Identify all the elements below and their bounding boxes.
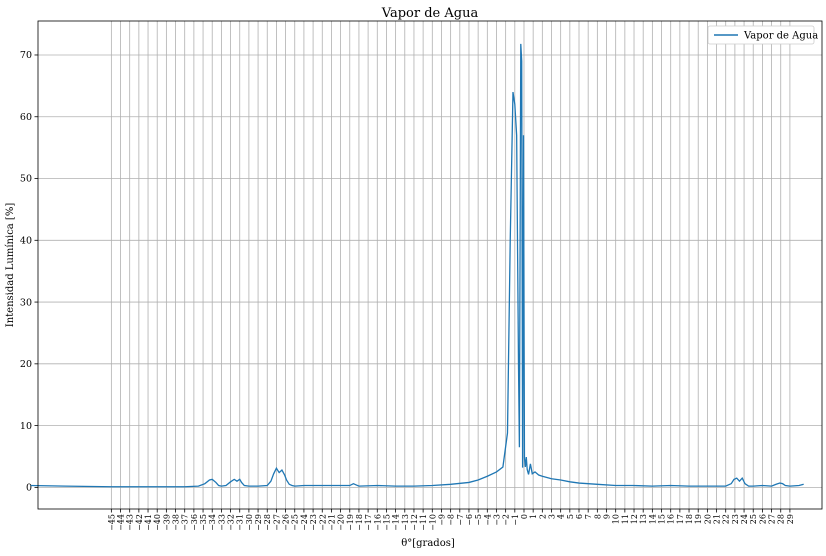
x-tick-label: 5 bbox=[566, 514, 575, 519]
y-tick-label: 60 bbox=[20, 112, 32, 123]
x-tick-label: −13 bbox=[401, 514, 410, 531]
x-tick-label: −11 bbox=[419, 514, 428, 531]
x-tick-label: 1 bbox=[529, 514, 538, 519]
x-tick-label: −28 bbox=[263, 514, 272, 531]
x-tick-label: −44 bbox=[117, 514, 126, 531]
x-tick-label: −6 bbox=[465, 514, 474, 526]
x-tick-label: −1 bbox=[511, 514, 520, 526]
y-axis-label: Intensidad Lumínica [%] bbox=[5, 203, 16, 328]
x-tick-label: −38 bbox=[172, 514, 181, 531]
x-tick-label: −33 bbox=[217, 514, 226, 531]
x-tick-label: 13 bbox=[639, 514, 648, 524]
x-tick-label: −16 bbox=[373, 514, 382, 531]
x-tick-label: 14 bbox=[648, 514, 657, 524]
x-tick-label: −29 bbox=[254, 514, 263, 531]
x-tick-label: 2 bbox=[538, 514, 547, 519]
legend-label: Vapor de Agua bbox=[743, 31, 818, 42]
x-tick-label: 17 bbox=[676, 514, 685, 524]
x-tick-label: 25 bbox=[749, 514, 758, 524]
x-tick-label: −30 bbox=[245, 514, 254, 531]
series-line-vapor-de-agua bbox=[30, 43, 804, 488]
x-axis-ticks: −45 −44 −43 −42 −41 −40 −39 −38 −37 −36 −35 −34 −33−… bbox=[107, 509, 795, 531]
y-tick-label: 30 bbox=[20, 297, 32, 308]
x-tick-label: −19 bbox=[346, 514, 355, 531]
y-axis-ticks: 0 10 20 30 40 50 60 70 bbox=[20, 50, 38, 494]
x-tick-label: −17 bbox=[364, 514, 373, 531]
x-tick-label: 8 bbox=[593, 514, 602, 519]
x-tick-label: −7 bbox=[456, 514, 465, 526]
x-tick-label: 28 bbox=[777, 514, 786, 524]
x-axis-label: θ°[grados] bbox=[401, 538, 455, 549]
y-tick-label: 0 bbox=[26, 483, 32, 494]
x-tick-label: 19 bbox=[694, 514, 703, 524]
x-tick-label: −34 bbox=[208, 514, 217, 531]
x-tick-label: 23 bbox=[731, 514, 740, 524]
x-tick-label: −26 bbox=[282, 514, 291, 531]
x-tick-label: −31 bbox=[236, 514, 245, 531]
x-tick-label: −22 bbox=[318, 514, 327, 531]
x-tick-label: 9 bbox=[603, 514, 612, 519]
x-tick-label: −15 bbox=[382, 514, 391, 531]
x-tick-label: 24 bbox=[740, 514, 749, 524]
x-tick-label: 3 bbox=[547, 514, 556, 519]
x-tick-label: −40 bbox=[153, 514, 162, 531]
x-tick-label: −41 bbox=[144, 514, 153, 531]
x-tick-label: −2 bbox=[502, 514, 511, 526]
x-tick-label: −35 bbox=[199, 514, 208, 531]
x-tick-label: 10 bbox=[612, 514, 621, 524]
x-tick-label: −12 bbox=[410, 514, 419, 531]
x-tick-label: 15 bbox=[658, 514, 667, 524]
x-tick-label: 6 bbox=[575, 514, 584, 519]
x-tick-label: −21 bbox=[327, 514, 336, 531]
x-tick-label: −24 bbox=[300, 514, 309, 531]
x-tick-label: 29 bbox=[786, 514, 795, 524]
y-tick-label: 50 bbox=[20, 174, 32, 185]
x-tick-label: 26 bbox=[758, 514, 767, 524]
x-tick-label: −42 bbox=[135, 514, 144, 531]
y-tick-label: 40 bbox=[20, 235, 32, 246]
x-tick-label: 4 bbox=[557, 514, 566, 519]
chart-title: Vapor de Agua bbox=[381, 6, 479, 21]
x-tick-label: 18 bbox=[685, 514, 694, 524]
x-tick-label: −3 bbox=[492, 514, 501, 526]
y-tick-label: 20 bbox=[20, 359, 32, 370]
x-tick-label: −39 bbox=[162, 514, 171, 531]
x-tick-label: −25 bbox=[291, 514, 300, 531]
plot-frame bbox=[37, 20, 823, 510]
x-tick-label: 7 bbox=[584, 514, 593, 519]
x-tick-label: 12 bbox=[630, 514, 639, 524]
x-tick-label: 16 bbox=[667, 514, 676, 524]
x-tick-label: 21 bbox=[713, 514, 722, 524]
x-tick-label: −37 bbox=[181, 514, 190, 531]
y-tick-label: 70 bbox=[20, 50, 32, 61]
x-tick-label: 11 bbox=[621, 514, 630, 524]
x-tick-label: −23 bbox=[309, 514, 318, 531]
grid-lines bbox=[38, 21, 822, 509]
x-tick-label: −20 bbox=[337, 514, 346, 531]
x-tick-label: 27 bbox=[768, 514, 777, 524]
x-tick-label: −9 bbox=[437, 514, 446, 526]
x-tick-label: −4 bbox=[483, 514, 492, 526]
x-tick-label: −27 bbox=[272, 514, 281, 531]
x-tick-label: −18 bbox=[355, 514, 364, 531]
legend: Vapor de Agua bbox=[707, 25, 818, 45]
y-tick-label: 10 bbox=[20, 421, 32, 432]
x-tick-label: −43 bbox=[126, 514, 135, 531]
x-tick-label: 22 bbox=[722, 514, 731, 524]
x-tick-label: −5 bbox=[474, 514, 483, 526]
x-tick-label: −45 bbox=[107, 514, 116, 531]
x-tick-label: 0 bbox=[520, 514, 529, 519]
x-tick-label: −36 bbox=[190, 514, 199, 531]
legend-box bbox=[707, 25, 815, 45]
x-tick-label: 20 bbox=[703, 514, 712, 524]
x-tick-label: −10 bbox=[428, 514, 437, 531]
x-tick-label: −32 bbox=[227, 514, 236, 531]
x-tick-label: −8 bbox=[447, 514, 456, 526]
x-tick-label: −14 bbox=[392, 514, 401, 531]
